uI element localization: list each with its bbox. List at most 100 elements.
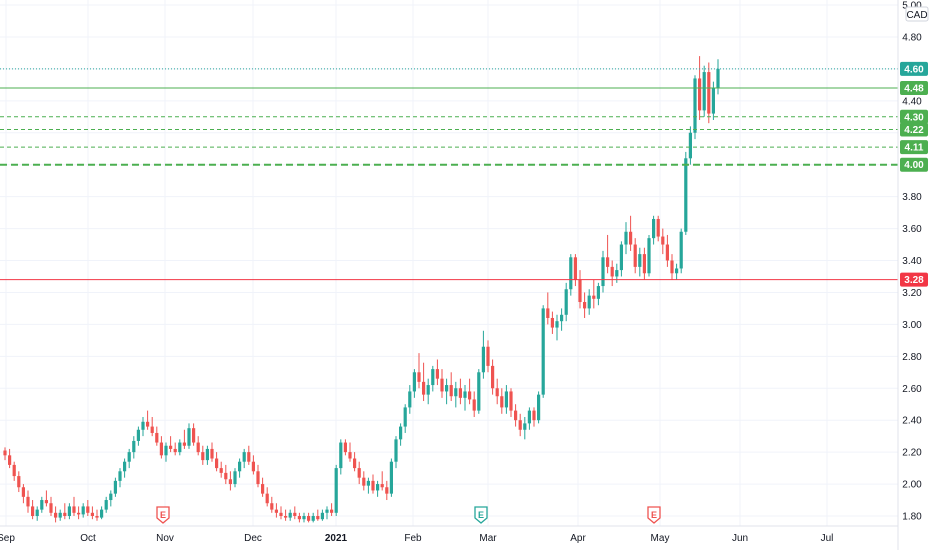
candle-body [500,396,504,408]
candle-body [399,426,403,440]
candle-body [132,440,136,453]
candle [665,234,669,267]
candle [707,62,711,124]
candle [619,241,623,277]
candle-body [17,476,21,488]
candle [555,314,559,341]
candle-body [136,429,140,441]
price-tag: 3.28 [900,272,928,287]
candle-body [21,487,25,497]
candle-body [169,445,173,449]
candle [100,506,104,520]
candles [3,56,720,523]
candle [527,407,531,430]
candle [385,480,389,501]
candle [109,490,113,507]
candle [463,385,467,411]
candle-body [422,381,426,395]
time-axis[interactable]: Sep Oct Nov Dec 2021 Feb Mar Apr May Jun Jul [0,525,898,544]
candle [141,416,145,437]
candle [389,458,393,497]
y-tick-label: 3.00 [902,320,922,331]
candle [357,461,361,485]
y-tick-label: 5.00 [902,1,922,12]
candle-body [555,321,559,328]
candle [228,471,232,491]
y-tick-label: 2.80 [902,352,922,363]
candle [587,289,591,315]
candle-body [394,439,398,462]
candle [422,362,426,402]
candle-body [215,458,219,469]
candle-body [261,484,265,494]
earnings-label: E [651,510,657,520]
candle [399,423,403,446]
candle [348,442,352,462]
candle [670,254,674,280]
candle [560,308,564,331]
candle [504,385,508,414]
currency-label: CAD [906,10,927,21]
earnings-icon[interactable]: E [474,506,488,524]
candle [481,330,485,379]
currency-badge[interactable]: CAD [905,6,929,22]
candle [711,81,715,120]
price-tags: 4.60 4.48 4.30 4.22 4.11 4.00 3.28 [900,61,928,287]
candle [546,292,550,325]
candle [279,506,283,520]
candle [454,381,458,408]
candle-body [509,391,513,411]
candle-body [67,506,71,516]
candle-body [481,346,485,373]
y-tick-label: 3.60 [902,224,922,235]
candle [196,436,200,456]
price-tag: 4.11 [900,140,928,155]
candle [31,500,35,520]
candle [307,512,311,523]
candle-body [656,218,660,237]
candle-body [661,236,665,245]
candle [716,59,720,95]
price-tag: 4.60 [900,61,928,76]
candle [679,228,683,274]
candle [684,151,688,235]
candle [219,461,223,478]
candle-body [348,452,352,459]
candle-body [573,257,577,280]
candle-body [72,506,76,513]
candle [458,378,462,405]
candle [95,509,99,521]
candle-body [77,512,81,515]
candle [495,378,499,405]
candle [118,468,122,488]
candle-body [537,394,541,421]
candle [362,471,366,491]
candle [251,455,255,475]
candle-body [58,512,62,518]
candle [12,461,16,481]
candle-body [417,372,421,382]
candle-body [440,378,444,392]
candle [353,452,357,472]
candle-body [35,509,39,516]
candle [8,448,12,469]
candle [652,215,656,245]
candle [573,254,577,287]
candle [173,442,177,456]
candle-body [270,503,274,510]
earnings-icon[interactable]: E [156,506,170,524]
candle-body [251,461,255,472]
candle-body [550,317,554,328]
candle [606,234,610,274]
price-tag-label: 4.00 [904,160,924,171]
candle [412,369,416,398]
candle [491,359,495,395]
candle [583,292,587,318]
x-tick-label: Oct [80,533,96,544]
earnings-icon[interactable]: E [647,506,661,524]
candle [445,378,449,405]
candle [376,480,380,497]
candle-body [54,512,58,518]
